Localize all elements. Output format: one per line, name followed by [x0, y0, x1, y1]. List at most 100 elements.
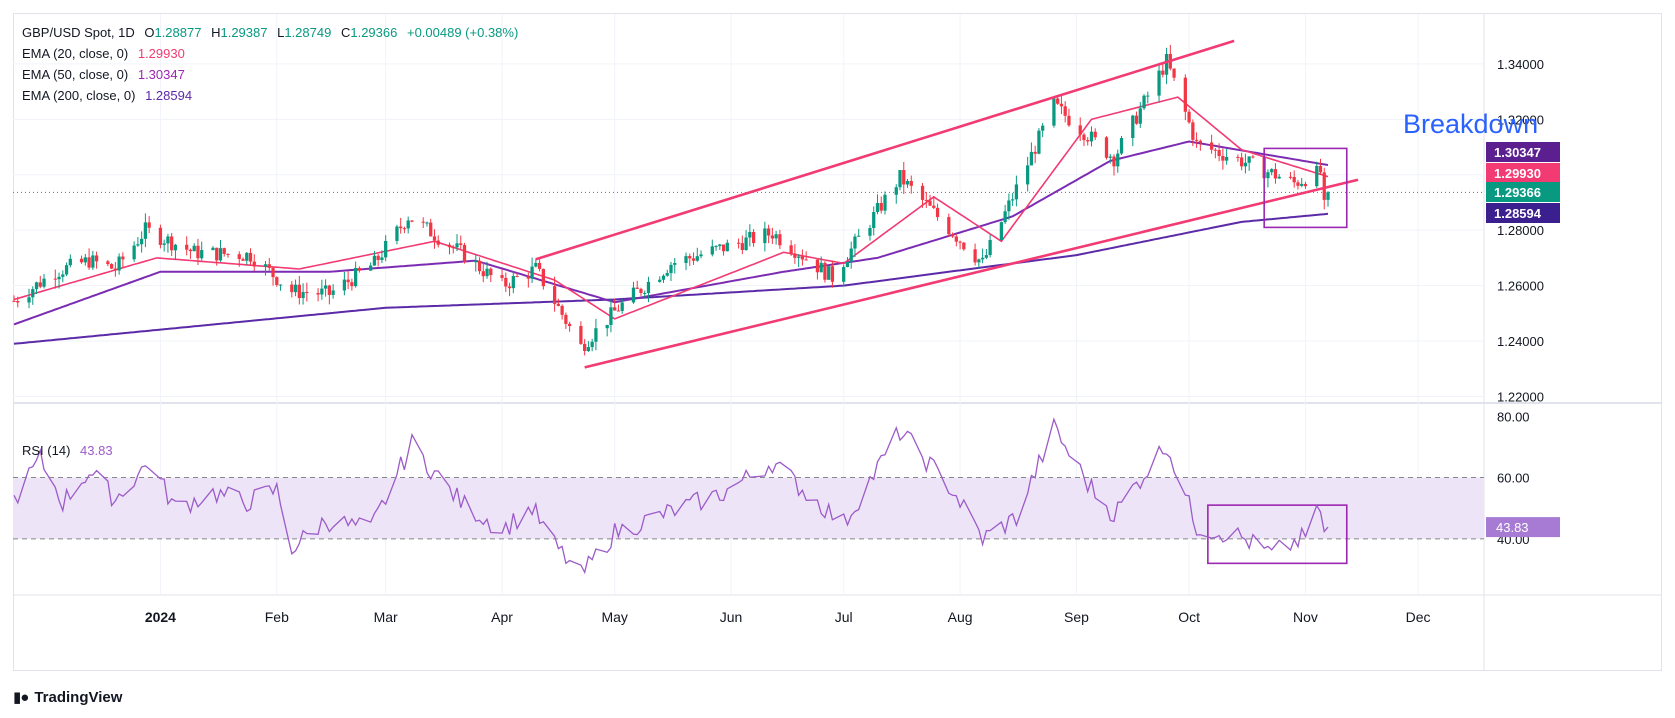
- candle-body: [797, 256, 801, 258]
- candle-body: [958, 241, 962, 243]
- candle-body: [316, 292, 320, 295]
- candle-body: [162, 243, 166, 245]
- candle-body: [1243, 162, 1248, 167]
- candle-body: [688, 256, 692, 259]
- candle-body: [699, 254, 703, 257]
- candle-body: [64, 265, 69, 275]
- candle-body: [631, 287, 636, 303]
- candle-body: [462, 244, 467, 263]
- candle-body: [883, 194, 887, 211]
- ema20-legend[interactable]: EMA (20, close, 0) 1.29930: [22, 46, 191, 61]
- candle-body: [999, 222, 1004, 240]
- candle-body: [635, 287, 639, 289]
- candle-body: [560, 305, 564, 315]
- candle-body: [875, 202, 880, 213]
- candle-body: [447, 244, 452, 248]
- candle-body: [898, 170, 902, 188]
- candle-body: [928, 200, 932, 206]
- candle-body: [1270, 169, 1274, 173]
- candle-body: [639, 288, 643, 294]
- high-value: 1.29387: [220, 25, 268, 40]
- candle-body: [38, 282, 42, 287]
- candle-body: [432, 236, 437, 241]
- candle-body: [1029, 151, 1034, 166]
- candle-body: [425, 222, 429, 224]
- ema-lines: [13, 96, 1329, 345]
- candle-body: [819, 262, 823, 273]
- candle-body: [406, 220, 410, 229]
- candle-body: [973, 249, 977, 263]
- candle-body: [691, 258, 696, 261]
- candle-body: [305, 291, 309, 293]
- candle-body: [1315, 165, 1319, 187]
- candle-body: [79, 258, 84, 263]
- candle-body: [481, 271, 485, 277]
- candle-body: [515, 276, 519, 278]
- candle-body: [68, 258, 72, 266]
- candle-body: [459, 243, 463, 245]
- candle-body: [143, 222, 148, 239]
- brand-footer[interactable]: ▮● TradingView: [13, 688, 122, 707]
- candle-body: [83, 257, 87, 263]
- candle-body: [369, 265, 373, 271]
- candle-body: [1082, 134, 1086, 141]
- candle-body: [158, 227, 163, 245]
- time-tick-label: 2024: [145, 609, 176, 625]
- candle-body: [616, 310, 621, 312]
- ema50-legend[interactable]: EMA (50, close, 0) 1.30347: [22, 67, 191, 82]
- candle-body: [395, 226, 399, 241]
- candle-body: [661, 275, 666, 280]
- candle-body: [1104, 137, 1109, 158]
- candle-body: [774, 234, 778, 239]
- change-value: +0.00489 (+0.38%): [406, 25, 519, 40]
- candle-body: [564, 314, 568, 324]
- rsi-legend[interactable]: RSI (14) 43.83: [22, 443, 119, 458]
- candle-body: [489, 268, 493, 276]
- candle-body: [827, 266, 831, 280]
- candle-body: [725, 242, 729, 252]
- candle-body: [830, 266, 835, 282]
- rsi-line-layer: [13, 417, 1329, 575]
- candle-body: [594, 328, 598, 342]
- candle-body: [804, 259, 808, 261]
- price-badge-label: 1.29366: [1494, 185, 1541, 200]
- symbol-legend[interactable]: GBP/USD Spot, 1D O1.28877 H1.29387 L1.28…: [22, 25, 524, 40]
- candle-body: [620, 302, 624, 311]
- rsi-value: 43.83: [80, 443, 113, 458]
- ema50-value: 1.30347: [137, 67, 185, 82]
- close-value: 1.29366: [350, 25, 398, 40]
- ema200-legend[interactable]: EMA (200, close, 0) 1.28594: [22, 88, 198, 103]
- candle-body: [399, 226, 403, 229]
- candle-body: [586, 347, 591, 352]
- candle-body: [1251, 156, 1255, 158]
- symbol-title: GBP/USD Spot, 1D: [22, 25, 135, 40]
- channel-and-boxes: [13, 39, 1484, 565]
- candle-body: [410, 220, 414, 222]
- candle-body: [1266, 172, 1270, 179]
- price-tick-label: 1.22000: [1497, 389, 1544, 404]
- candle-body: [455, 243, 459, 248]
- candle-body: [511, 276, 515, 289]
- candle-body: [1116, 153, 1120, 167]
- chart-frame: [13, 13, 1662, 671]
- candle-body: [1213, 149, 1218, 151]
- candle-body: [1041, 125, 1045, 131]
- candle-body: [909, 180, 913, 186]
- candle-body: [12, 300, 16, 302]
- candle-body: [902, 170, 906, 185]
- rsi-line: [13, 417, 1329, 575]
- candle-body: [879, 202, 883, 211]
- candle-body: [436, 240, 440, 245]
- candle-body: [402, 228, 407, 230]
- candle-body: [248, 252, 253, 262]
- candle-body: [136, 244, 140, 246]
- candle-body: [1138, 108, 1142, 124]
- price-tick-label: 1.32000: [1497, 112, 1544, 127]
- price-badge-label: 1.29930: [1494, 166, 1541, 181]
- candle-body: [1052, 98, 1056, 126]
- rsi-tick-label: 80.00: [1497, 409, 1530, 424]
- candle-body: [1322, 172, 1326, 200]
- price-badge-label: 1.30347: [1494, 145, 1541, 160]
- candle-body: [988, 239, 992, 256]
